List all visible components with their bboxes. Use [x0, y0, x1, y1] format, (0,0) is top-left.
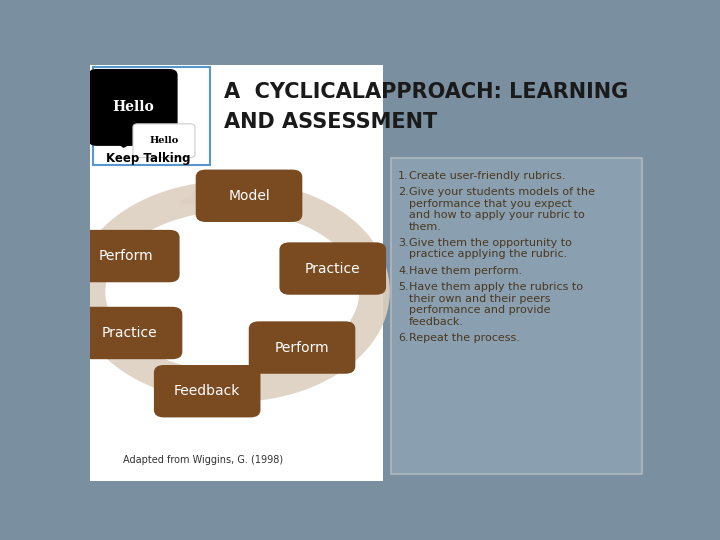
Text: performance that you expect: performance that you expect: [409, 199, 572, 208]
Text: Practice: Practice: [305, 261, 361, 275]
Text: Have them apply the rubrics to: Have them apply the rubrics to: [409, 282, 583, 292]
FancyBboxPatch shape: [154, 365, 261, 417]
Text: 4.: 4.: [398, 266, 409, 276]
Text: 6.: 6.: [398, 333, 409, 343]
FancyBboxPatch shape: [196, 170, 302, 222]
Text: their own and their peers: their own and their peers: [409, 294, 551, 303]
Text: and how to apply your rubric to: and how to apply your rubric to: [409, 210, 585, 220]
Text: Give them the opportunity to: Give them the opportunity to: [409, 238, 572, 248]
Text: 3.: 3.: [398, 238, 409, 248]
Text: performance and provide: performance and provide: [409, 305, 551, 315]
Text: Feedback: Feedback: [174, 384, 240, 398]
Text: Repeat the process.: Repeat the process.: [409, 333, 520, 343]
Text: AND ASSESSMENT: AND ASSESSMENT: [224, 112, 437, 132]
Text: Perform: Perform: [275, 341, 329, 355]
FancyBboxPatch shape: [133, 124, 195, 158]
Text: Have them perform.: Have them perform.: [409, 266, 522, 276]
FancyBboxPatch shape: [93, 67, 210, 165]
Text: Perform: Perform: [99, 249, 153, 263]
Text: 5.: 5.: [398, 282, 409, 292]
FancyBboxPatch shape: [279, 242, 386, 295]
Text: Model: Model: [228, 189, 270, 203]
FancyBboxPatch shape: [89, 69, 178, 146]
Polygon shape: [112, 140, 140, 148]
Text: Give your students models of the: Give your students models of the: [409, 187, 595, 197]
Text: A  CYCLICALAPPROACH: LEARNING: A CYCLICALAPPROACH: LEARNING: [224, 82, 628, 102]
Text: Create user-friendly rubrics.: Create user-friendly rubrics.: [409, 171, 565, 181]
Text: Practice: Practice: [102, 326, 157, 340]
Text: practice applying the rubric.: practice applying the rubric.: [409, 249, 567, 259]
FancyBboxPatch shape: [90, 65, 383, 481]
Text: Keep Talking: Keep Talking: [107, 152, 191, 165]
FancyBboxPatch shape: [73, 230, 179, 282]
Text: Hello: Hello: [112, 100, 154, 114]
FancyBboxPatch shape: [248, 321, 356, 374]
Text: feedback.: feedback.: [409, 316, 464, 327]
FancyBboxPatch shape: [392, 158, 642, 474]
Text: Adapted from Wiggins, G. (1998): Adapted from Wiggins, G. (1998): [124, 455, 284, 465]
Text: Hello: Hello: [150, 136, 179, 145]
Text: them.: them.: [409, 221, 442, 232]
Text: 2.: 2.: [398, 187, 409, 197]
FancyBboxPatch shape: [76, 307, 182, 359]
Text: 1.: 1.: [398, 171, 409, 181]
